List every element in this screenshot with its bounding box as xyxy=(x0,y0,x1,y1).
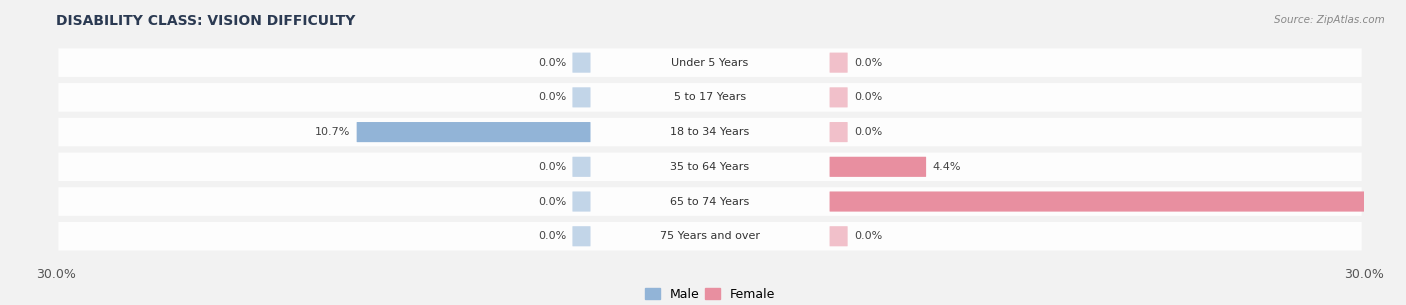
FancyBboxPatch shape xyxy=(59,83,1361,112)
FancyBboxPatch shape xyxy=(830,52,848,73)
Text: 35 to 64 Years: 35 to 64 Years xyxy=(671,162,749,172)
Text: 4.4%: 4.4% xyxy=(932,162,960,172)
FancyBboxPatch shape xyxy=(59,48,1361,77)
FancyBboxPatch shape xyxy=(830,157,927,177)
Text: 0.0%: 0.0% xyxy=(538,196,567,206)
FancyBboxPatch shape xyxy=(59,118,1361,146)
Text: 0.0%: 0.0% xyxy=(853,127,882,137)
FancyBboxPatch shape xyxy=(59,152,1361,181)
FancyBboxPatch shape xyxy=(830,226,848,246)
Text: DISABILITY CLASS: VISION DIFFICULTY: DISABILITY CLASS: VISION DIFFICULTY xyxy=(56,15,356,28)
FancyBboxPatch shape xyxy=(572,192,591,212)
FancyBboxPatch shape xyxy=(830,122,848,142)
FancyBboxPatch shape xyxy=(572,226,591,246)
FancyBboxPatch shape xyxy=(357,122,591,142)
FancyBboxPatch shape xyxy=(59,187,1361,216)
Text: 0.0%: 0.0% xyxy=(538,162,567,172)
Text: 0.0%: 0.0% xyxy=(538,231,567,241)
FancyBboxPatch shape xyxy=(830,87,848,107)
Text: 0.0%: 0.0% xyxy=(538,58,567,68)
Text: 65 to 74 Years: 65 to 74 Years xyxy=(671,196,749,206)
Text: 0.0%: 0.0% xyxy=(853,231,882,241)
Text: Under 5 Years: Under 5 Years xyxy=(672,58,748,68)
Text: Source: ZipAtlas.com: Source: ZipAtlas.com xyxy=(1274,15,1385,25)
FancyBboxPatch shape xyxy=(59,222,1361,250)
Text: 0.0%: 0.0% xyxy=(538,92,567,102)
FancyBboxPatch shape xyxy=(572,52,591,73)
Text: 0.0%: 0.0% xyxy=(853,58,882,68)
Text: 75 Years and over: 75 Years and over xyxy=(659,231,761,241)
Text: 0.0%: 0.0% xyxy=(853,92,882,102)
FancyBboxPatch shape xyxy=(830,192,1406,212)
Legend: Male, Female: Male, Female xyxy=(640,283,780,305)
Text: 5 to 17 Years: 5 to 17 Years xyxy=(673,92,747,102)
FancyBboxPatch shape xyxy=(572,87,591,107)
Text: 10.7%: 10.7% xyxy=(315,127,350,137)
Text: 18 to 34 Years: 18 to 34 Years xyxy=(671,127,749,137)
FancyBboxPatch shape xyxy=(572,157,591,177)
